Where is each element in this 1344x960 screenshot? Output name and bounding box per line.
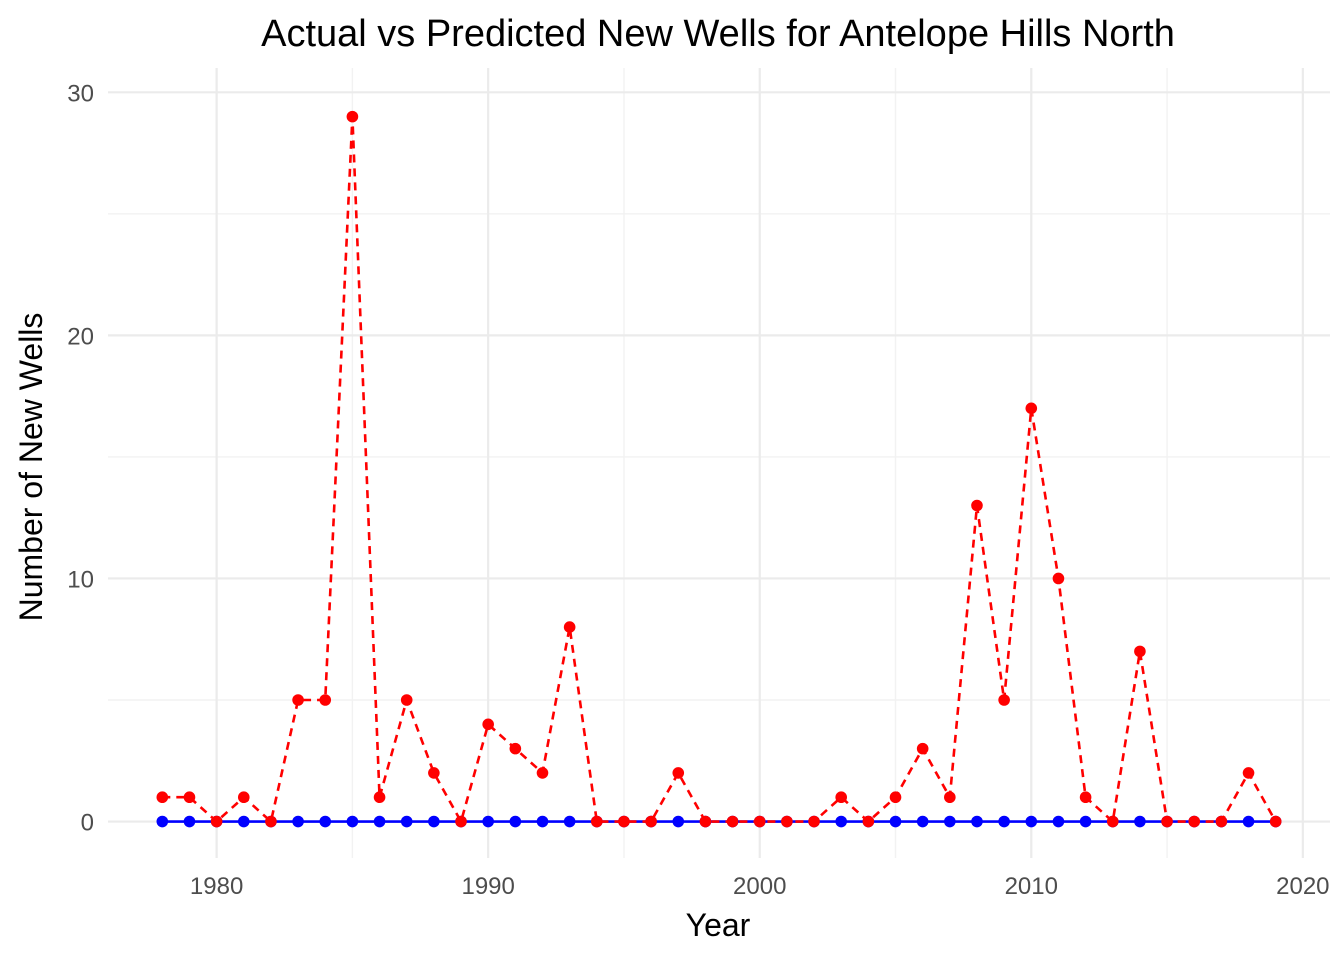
data-point bbox=[1242, 767, 1255, 779]
data-point bbox=[1215, 815, 1228, 828]
data-point bbox=[672, 767, 685, 779]
data-point bbox=[1025, 815, 1038, 828]
data-point bbox=[265, 815, 277, 828]
data-point bbox=[916, 742, 929, 755]
data-point bbox=[889, 815, 902, 828]
series-line bbox=[162, 115, 1277, 823]
data-point bbox=[971, 499, 983, 512]
data-point bbox=[591, 815, 603, 828]
x-tick-label: 2010 bbox=[1005, 873, 1058, 900]
tick-labels: 1980 1990 2000 2010 2020 0 10 20 30 bbox=[67, 80, 1329, 900]
data-point bbox=[672, 815, 685, 828]
data-point bbox=[862, 815, 875, 828]
data-point bbox=[183, 791, 196, 804]
data-point bbox=[808, 815, 820, 828]
data-point bbox=[428, 767, 440, 779]
data-point bbox=[1188, 815, 1201, 828]
data-point bbox=[753, 815, 766, 828]
data-point bbox=[292, 694, 304, 706]
data-point bbox=[618, 815, 630, 828]
data-point bbox=[1161, 815, 1173, 828]
data-point bbox=[1079, 815, 1092, 828]
data-point bbox=[183, 815, 196, 828]
x-tick-label: 2020 bbox=[1276, 873, 1329, 900]
series-2 bbox=[156, 110, 1282, 828]
data-point bbox=[998, 694, 1010, 706]
data-point bbox=[509, 815, 522, 828]
data-point bbox=[563, 815, 576, 828]
data-point bbox=[563, 621, 576, 633]
data-point bbox=[1106, 815, 1119, 828]
data-point bbox=[292, 815, 304, 828]
data-point bbox=[536, 767, 549, 779]
data-point bbox=[944, 791, 956, 804]
data-point bbox=[1134, 645, 1146, 658]
x-tick-label: 1980 bbox=[190, 873, 243, 900]
data-point bbox=[1025, 402, 1038, 415]
data-point bbox=[346, 815, 359, 828]
data-point bbox=[319, 815, 332, 828]
data-point bbox=[1134, 815, 1146, 828]
y-axis-title: Number of New Wells bbox=[13, 313, 49, 622]
data-point bbox=[1242, 815, 1255, 828]
data-point bbox=[726, 815, 739, 828]
data-point bbox=[373, 815, 386, 828]
data-point bbox=[373, 791, 386, 804]
data-point bbox=[346, 110, 359, 123]
data-point bbox=[237, 815, 250, 828]
data-point bbox=[1269, 815, 1282, 828]
data-point bbox=[400, 694, 413, 706]
data-point bbox=[944, 815, 956, 828]
grid bbox=[108, 68, 1330, 858]
x-axis-title: Year bbox=[686, 907, 751, 943]
data-point bbox=[455, 815, 467, 828]
data-point bbox=[889, 791, 902, 804]
data-point bbox=[781, 815, 793, 828]
data-point bbox=[237, 791, 250, 804]
data-point bbox=[699, 815, 712, 828]
data-point bbox=[998, 815, 1010, 828]
data-point bbox=[509, 742, 522, 755]
data-point bbox=[1052, 572, 1065, 585]
data-point bbox=[835, 815, 847, 828]
data-point bbox=[482, 815, 494, 828]
data-point bbox=[645, 815, 657, 828]
data-point bbox=[536, 815, 549, 828]
data-point bbox=[1052, 815, 1065, 828]
x-tick-label: 1990 bbox=[461, 873, 514, 900]
data-point bbox=[835, 791, 847, 804]
data-point bbox=[210, 815, 223, 828]
series-layer bbox=[156, 110, 1282, 828]
data-point bbox=[971, 815, 983, 828]
y-tick-label: 20 bbox=[67, 323, 94, 350]
data-point bbox=[156, 791, 169, 804]
data-point bbox=[916, 815, 929, 828]
data-point bbox=[482, 718, 494, 731]
data-point bbox=[400, 815, 413, 828]
x-tick-label: 2000 bbox=[733, 873, 786, 900]
y-tick-label: 10 bbox=[67, 566, 94, 593]
data-point bbox=[156, 815, 169, 828]
y-tick-label: 30 bbox=[67, 80, 94, 107]
data-point bbox=[1079, 791, 1092, 804]
chart-title: Actual vs Predicted New Wells for Antelo… bbox=[261, 13, 1175, 55]
y-tick-label: 0 bbox=[81, 810, 94, 837]
data-point bbox=[428, 815, 440, 828]
data-point bbox=[319, 694, 332, 706]
